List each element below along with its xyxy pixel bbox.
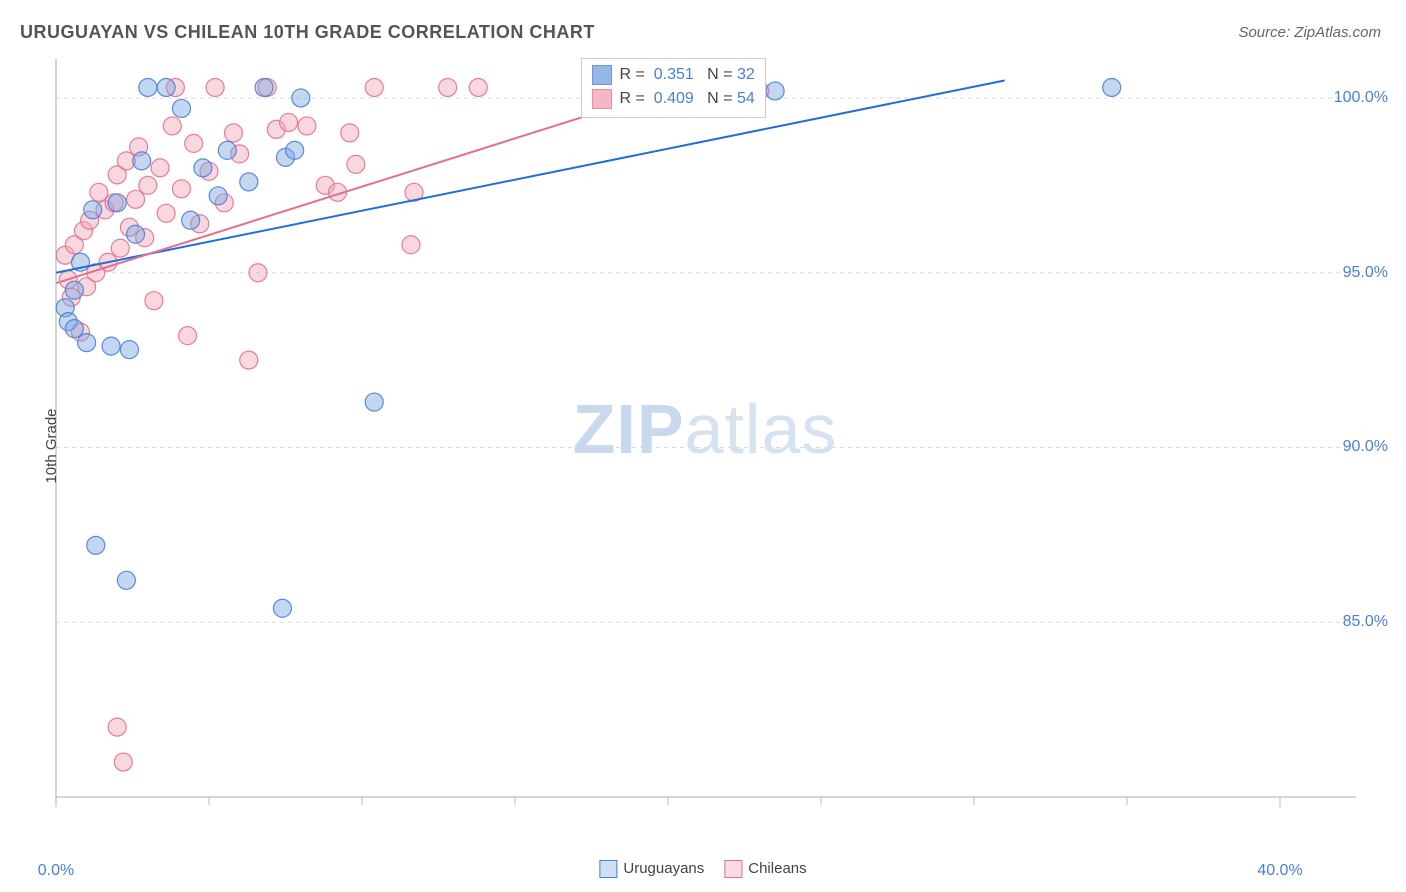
plot-area: ZIPatlas R = 0.351 N = 32R = 0.409 N = 5… xyxy=(50,55,1360,835)
y-axis-label: 10th Grade xyxy=(43,408,60,483)
correlation-box: R = 0.351 N = 32R = 0.409 N = 54 xyxy=(581,58,766,118)
corr-row: R = 0.409 N = 54 xyxy=(592,87,755,111)
legend-swatch xyxy=(724,860,742,878)
legend-item: Chileans xyxy=(724,860,806,878)
corr-swatch xyxy=(592,65,612,85)
y-tick-label: 85.0% xyxy=(1343,613,1388,631)
legend-item: Uruguayans xyxy=(599,860,704,878)
source-label: Source: ZipAtlas.com xyxy=(1238,24,1381,41)
y-tick-label: 90.0% xyxy=(1343,438,1388,456)
y-tick-label: 100.0% xyxy=(1334,89,1388,107)
chart-svg xyxy=(50,55,1360,835)
y-tick-label: 95.0% xyxy=(1343,264,1388,282)
chart-title: URUGUAYAN VS CHILEAN 10TH GRADE CORRELAT… xyxy=(20,22,595,43)
chart-container: URUGUAYAN VS CHILEAN 10TH GRADE CORRELAT… xyxy=(0,0,1406,892)
corr-swatch xyxy=(592,89,612,109)
corr-text: R = 0.351 N = 32 xyxy=(620,63,755,87)
corr-text: R = 0.409 N = 54 xyxy=(620,87,755,111)
x-tick-label: 40.0% xyxy=(1257,862,1302,880)
legend-label: Chileans xyxy=(748,860,806,877)
corr-row: R = 0.351 N = 32 xyxy=(592,63,755,87)
legend-bottom: Uruguayans Chileans xyxy=(599,860,806,878)
legend-label: Uruguayans xyxy=(623,860,704,877)
legend-swatch xyxy=(599,860,617,878)
x-tick-label: 0.0% xyxy=(38,862,74,880)
